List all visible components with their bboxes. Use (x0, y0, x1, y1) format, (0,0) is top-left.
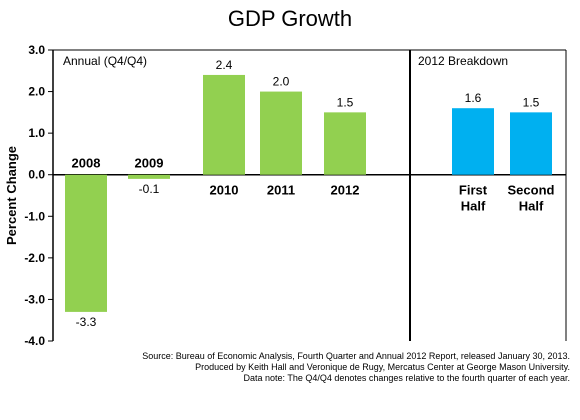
y-tick-label: 3.0 (28, 43, 45, 57)
bar-value-label: 1.5 (523, 95, 540, 109)
category-label: 2010 (210, 183, 239, 198)
panel-label-breakdown: 2012 Breakdown (418, 54, 508, 68)
category-label: Half (461, 199, 486, 214)
category-label: Half (519, 199, 544, 214)
bar-value-label: 2.0 (273, 75, 290, 89)
y-tick-label: -1.0 (24, 209, 45, 223)
bar (128, 174, 170, 179)
category-label: First (459, 183, 488, 198)
gdp-growth-chart: Percent Change 3.0 2.0 1.0 0.0 -1.0 -2.0 -3.0 -4… (4, 43, 567, 348)
source-line-2: Produced by Keith Hall and Veronique de … (195, 362, 570, 372)
category-label: 2009 (135, 156, 164, 171)
category-label: Second (508, 183, 555, 198)
bar-value-label: -0.1 (139, 182, 160, 196)
source-note: Source: Bureau of Economic Analysis, Fou… (142, 351, 570, 384)
bar (260, 91, 302, 175)
source-line-1: Source: Bureau of Economic Analysis, Fou… (142, 351, 570, 361)
y-tick-label: 2.0 (28, 85, 45, 99)
chart-title: GDP Growth (227, 6, 353, 31)
panel-label-annual: Annual (Q4/Q4) (63, 54, 147, 68)
bar (510, 112, 552, 175)
bar-value-label: 1.6 (465, 91, 482, 105)
y-axis-label: Percent Change (4, 146, 19, 245)
source-line-3: Data note: The Q4/Q4 denotes changes rel… (243, 373, 570, 383)
bar (203, 74, 245, 175)
category-label: 2011 (267, 183, 295, 198)
bar-value-label: 2.4 (216, 58, 233, 72)
y-tick-label: -4.0 (24, 334, 45, 348)
category-label: 2008 (72, 156, 101, 171)
bar (324, 112, 366, 175)
y-tick-label: -2.0 (24, 251, 45, 265)
y-tick-label: 0.0 (28, 168, 45, 182)
bar-value-label: -3.3 (76, 315, 97, 329)
y-tick-label: -3.0 (24, 292, 45, 306)
bar (452, 108, 494, 175)
bar-value-label: 1.5 (337, 95, 354, 109)
y-tick-label: 1.0 (28, 126, 45, 140)
category-label: 2012 (331, 183, 360, 198)
bar (65, 174, 107, 312)
